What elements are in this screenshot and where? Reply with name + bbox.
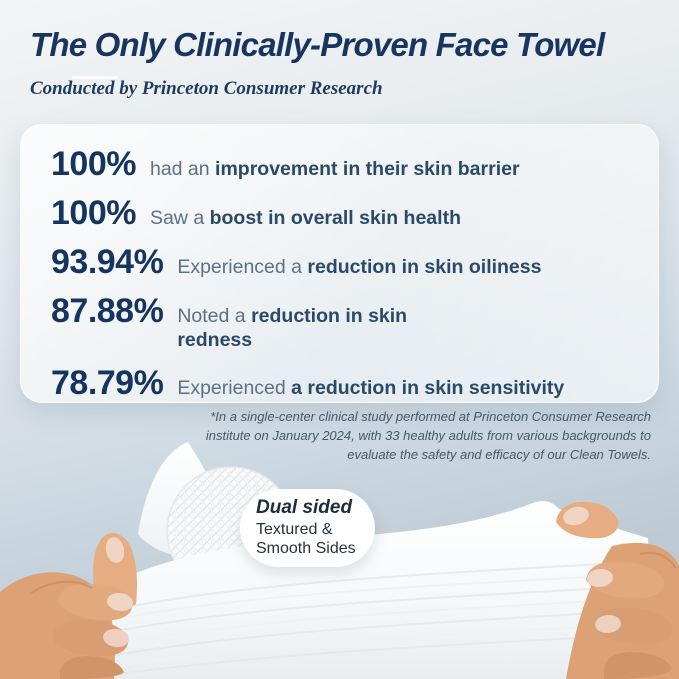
stat-value: 87.88% [51,292,164,331]
stat-row-skin-barrier: 100% had an improvement in their skin ba… [51,145,632,183]
header: The Only Clinically-Proven Face Towel Co… [30,26,660,100]
stat-value: 78.79% [51,363,164,402]
callout-line-textured: Textured & [256,521,333,539]
stat-value: 100% [51,145,136,183]
stat-row-skin-health: 100% Saw a boost in overall skin health [51,194,632,232]
towel [66,501,653,679]
right-hand [556,501,679,679]
stat-description: Noted a reduction in skin redness [177,305,408,352]
left-hand [0,532,137,679]
stat-description: had an improvement in their skin barrier [149,158,520,180]
towel-photo-scene [0,442,679,679]
callout-line-smooth: Smooth Sides [256,540,356,557]
dual-sided-callout: Dual sided Textured & Smooth Sides [240,489,375,567]
callout-heading: Dual sided [256,497,353,519]
stat-value: 93.94% [51,243,164,282]
stat-row-skin-sensitivity: 78.79% Experienced a reduction in skin s… [51,364,632,402]
stat-row-skin-redness: 87.88% Noted a reduction in skin redness [51,292,632,353]
stat-description: Saw a boost in overall skin health [149,207,461,230]
subtitle: Conducted by Princeton Consumer Research [30,78,383,99]
stat-description: Experienced a reduction in skin sensitiv… [177,376,565,399]
stat-row-skin-oiliness: 93.94% Experienced a reduction in skin o… [51,243,632,281]
stat-description: Experienced a reduction in skin oiliness [177,256,542,279]
clinical-study-disclaimer: *In a single-center clinical study perfo… [205,409,651,462]
stats-card: 100% had an improvement in their skin ba… [20,124,659,403]
stat-value: 100% [51,194,136,233]
title-underline-decoration [72,76,118,79]
page-title: The Only Clinically-Proven Face Towel [30,26,605,63]
